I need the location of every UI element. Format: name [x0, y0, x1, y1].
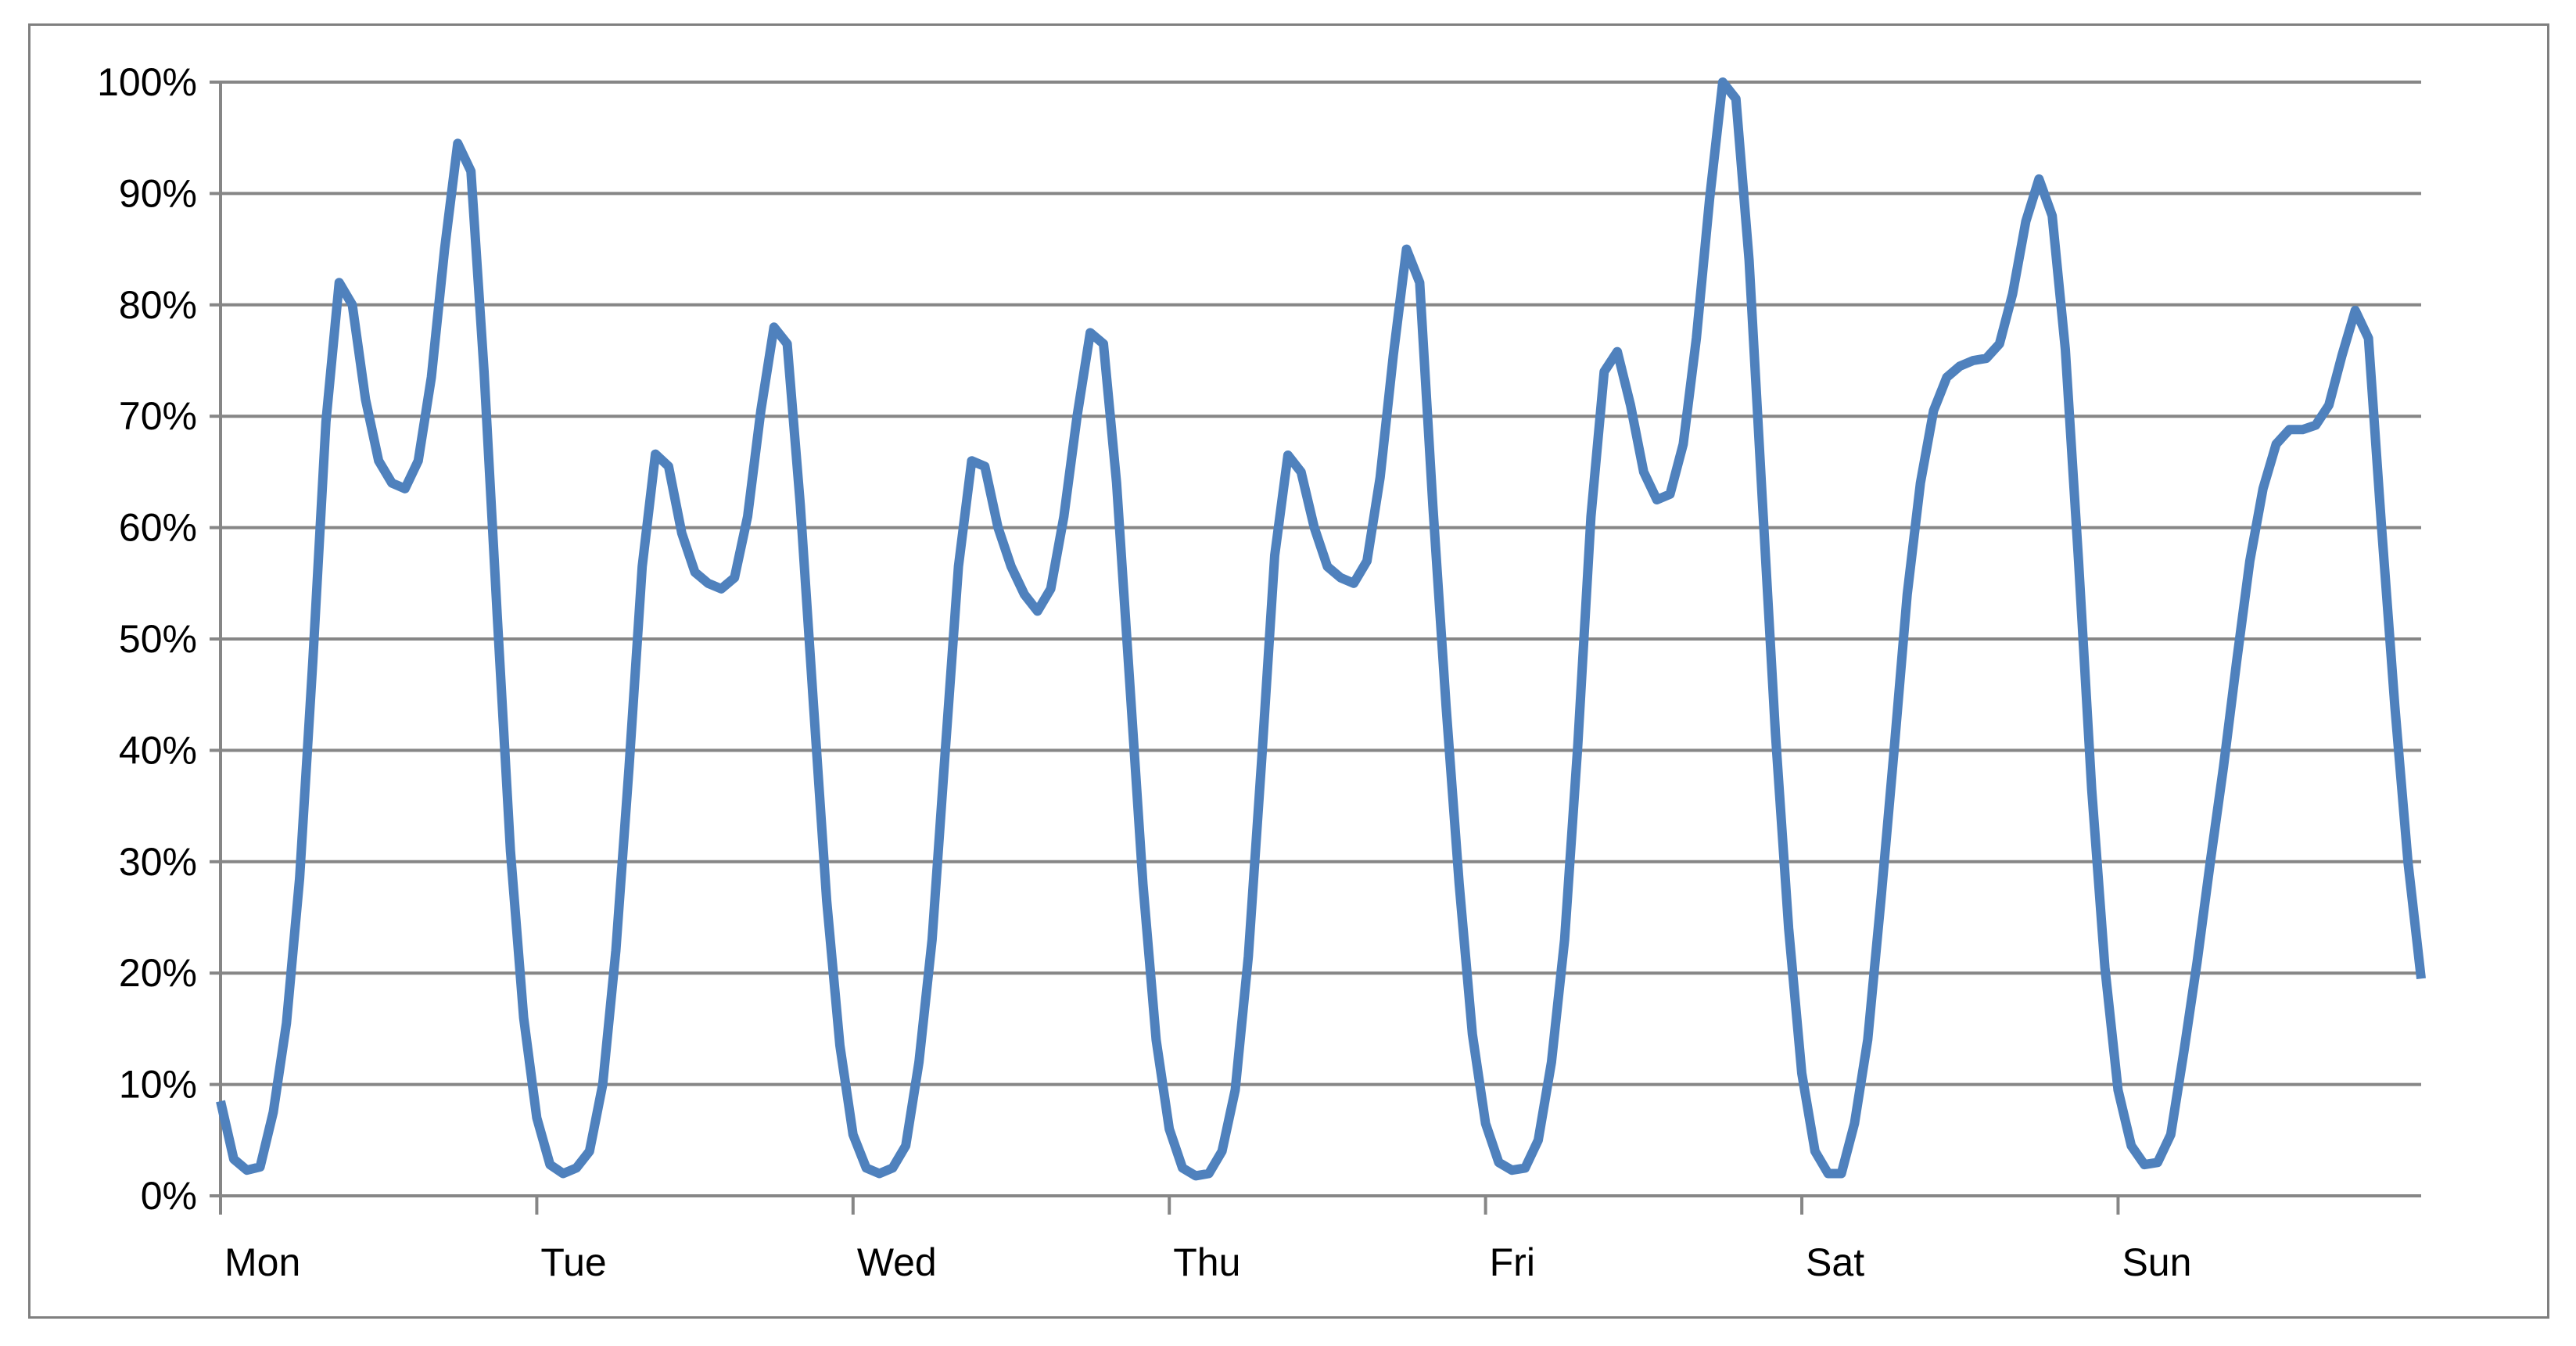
y-tick-label: 50% [119, 617, 197, 661]
y-tick-label: 100% [97, 60, 197, 104]
y-tick-label: 60% [119, 506, 197, 550]
y-tick-label: 40% [119, 728, 197, 772]
y-tick-label: 20% [119, 951, 197, 995]
chart-frame: 0% 10% 20% 30% 40% 50% 60% 70% 80% 90% 100% Mon Tue… [28, 23, 2549, 1319]
y-tick-label: 0% [141, 1174, 197, 1218]
y-tick-label: 30% [119, 840, 197, 884]
series-layer [216, 77, 2426, 1181]
y-tick-label: 70% [119, 394, 197, 438]
x-tick-label-mon: Mon [224, 1240, 300, 1284]
x-axis-tick-labels: Mon Tue Wed Thu Fri Sat Sun [224, 1240, 2191, 1284]
y-tick-label: 80% [119, 283, 197, 327]
x-tick-label-tue: Tue [540, 1240, 606, 1284]
x-tick-label-sat: Sat [1806, 1240, 1864, 1284]
series-line [216, 77, 2426, 1181]
line-chart: 0% 10% 20% 30% 40% 50% 60% 70% 80% 90% 100% Mon Tue… [97, 60, 2426, 1284]
gridlines [210, 81, 2421, 1197]
x-tick-label-wed: Wed [857, 1240, 937, 1284]
x-tick-label-sun: Sun [2122, 1240, 2191, 1284]
x-axis [219, 82, 2421, 1215]
y-axis-tick-labels: 0% 10% 20% 30% 40% 50% 60% 70% 80% 90% 100% [97, 60, 197, 1218]
x-tick-label-fri: Fri [1490, 1240, 1535, 1284]
y-tick-label: 90% [119, 171, 197, 215]
y-tick-label: 10% [119, 1063, 197, 1107]
x-tick-label-thu: Thu [1173, 1240, 1240, 1284]
